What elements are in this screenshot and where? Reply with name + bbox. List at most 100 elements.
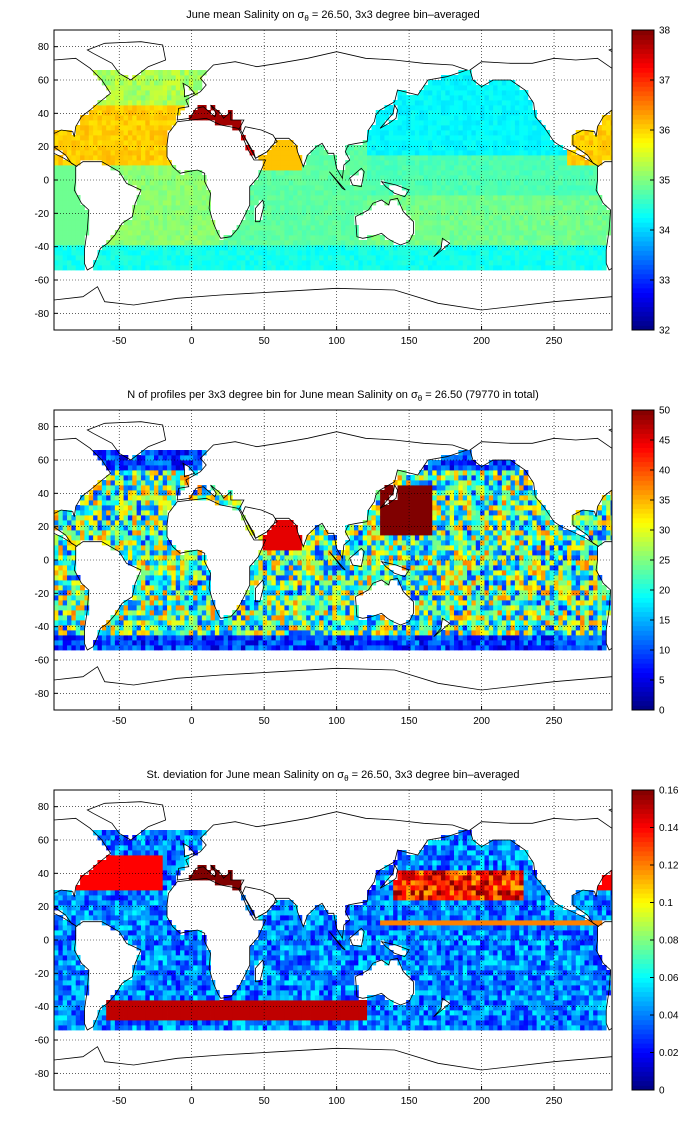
heatmap-cell <box>449 180 455 186</box>
heatmap-cell <box>414 205 420 211</box>
heatmap-cell <box>288 265 294 271</box>
heatmap-cell <box>132 105 138 111</box>
heatmap-cell <box>506 115 511 121</box>
heatmap-cell <box>384 155 390 161</box>
heatmap-cell <box>149 180 155 186</box>
heatmap-cell <box>523 260 529 266</box>
heatmap-cell <box>71 155 77 161</box>
heatmap-cell <box>227 250 233 256</box>
heatmap-cell <box>184 640 190 646</box>
heatmap-cell <box>140 140 146 146</box>
heatmap-cell <box>558 205 564 211</box>
heatmap-cell <box>149 200 155 206</box>
heatmap-cell <box>236 620 242 626</box>
heatmap-cell <box>523 155 529 161</box>
heatmap-cell <box>127 175 133 181</box>
heatmap-cell <box>436 130 442 136</box>
heatmap-cell <box>54 195 59 201</box>
heatmap-cell <box>80 260 85 266</box>
heatmap-cell <box>467 620 472 626</box>
heatmap-cell <box>171 615 177 621</box>
heatmap-cell <box>545 230 551 236</box>
heatmap-cell <box>58 220 64 226</box>
heatmap-cell <box>214 110 220 116</box>
heatmap-cell <box>349 210 355 216</box>
heatmap-cell <box>180 190 185 196</box>
heatmap-cell <box>323 155 329 161</box>
heatmap-cell <box>140 110 146 116</box>
heatmap-cell <box>501 240 507 246</box>
heatmap-cell <box>93 115 98 121</box>
heatmap-cell <box>571 155 577 161</box>
heatmap-cell <box>106 260 111 266</box>
heatmap-cell <box>467 605 472 611</box>
heatmap-cell <box>114 625 120 631</box>
heatmap-cell <box>314 205 320 211</box>
heatmap-cell <box>462 200 468 206</box>
heatmap-cell <box>475 185 481 191</box>
heatmap-cell <box>562 160 568 166</box>
heatmap-cell <box>371 235 377 241</box>
heatmap-cell <box>280 150 285 156</box>
heatmap-cell <box>527 625 533 631</box>
heatmap-cell <box>540 160 546 166</box>
heatmap-cell <box>384 620 390 626</box>
heatmap-cell <box>210 635 216 641</box>
heatmap-cell <box>267 645 272 651</box>
heatmap-cell <box>519 175 524 181</box>
heatmap-cell <box>145 120 151 126</box>
heatmap-cell <box>497 595 503 601</box>
heatmap-cell <box>301 240 307 246</box>
heatmap-cell <box>354 625 359 631</box>
heatmap-cell <box>580 220 585 226</box>
heatmap-cell <box>249 250 255 256</box>
heatmap-cell <box>145 600 151 606</box>
heatmap-cell <box>423 110 429 116</box>
heatmap-cell <box>427 215 433 221</box>
heatmap-cell <box>184 80 190 86</box>
heatmap-cell <box>545 600 551 606</box>
heatmap-cell <box>132 600 138 606</box>
heatmap-cell <box>358 625 364 631</box>
heatmap-cell <box>310 640 316 646</box>
heatmap-cell <box>97 150 103 156</box>
heatmap-cell <box>171 175 177 181</box>
heatmap-cell <box>301 620 307 626</box>
heatmap-cell <box>540 225 546 231</box>
heatmap-cell <box>480 155 485 161</box>
heatmap-cell <box>510 180 516 186</box>
heatmap-cell <box>536 185 542 191</box>
heatmap-cell <box>567 155 572 161</box>
heatmap-cell <box>414 250 420 256</box>
heatmap-cell <box>571 200 577 206</box>
heatmap-cell <box>340 195 346 201</box>
heatmap-cell <box>110 120 116 126</box>
coastline <box>86 41 167 81</box>
heatmap-cell <box>501 260 507 266</box>
heatmap-cell <box>171 70 177 76</box>
heatmap-cell <box>527 610 533 616</box>
heatmap-cell <box>162 125 168 131</box>
heatmap-cell <box>519 265 524 271</box>
heatmap-cell <box>397 180 403 186</box>
heatmap-cell <box>140 70 146 76</box>
heatmap-cell <box>449 205 455 211</box>
heatmap-cell <box>354 255 359 261</box>
heatmap-cell <box>567 610 572 616</box>
heatmap-cell <box>227 260 233 266</box>
heatmap-cell <box>440 630 446 636</box>
heatmap-cell <box>132 95 138 101</box>
heatmap-cell <box>336 595 342 601</box>
heatmap-cell <box>440 110 446 116</box>
heatmap-cell <box>162 220 168 226</box>
heatmap-cell <box>71 170 77 176</box>
heatmap-cell <box>423 230 429 236</box>
heatmap-cell <box>319 590 324 596</box>
heatmap-cell <box>423 245 429 251</box>
heatmap-cell <box>80 595 85 601</box>
heatmap-cell <box>584 130 590 136</box>
heatmap-cell <box>201 260 207 266</box>
heatmap-cell <box>71 635 77 641</box>
heatmap-cell <box>167 240 172 246</box>
heatmap-cell <box>345 245 351 251</box>
